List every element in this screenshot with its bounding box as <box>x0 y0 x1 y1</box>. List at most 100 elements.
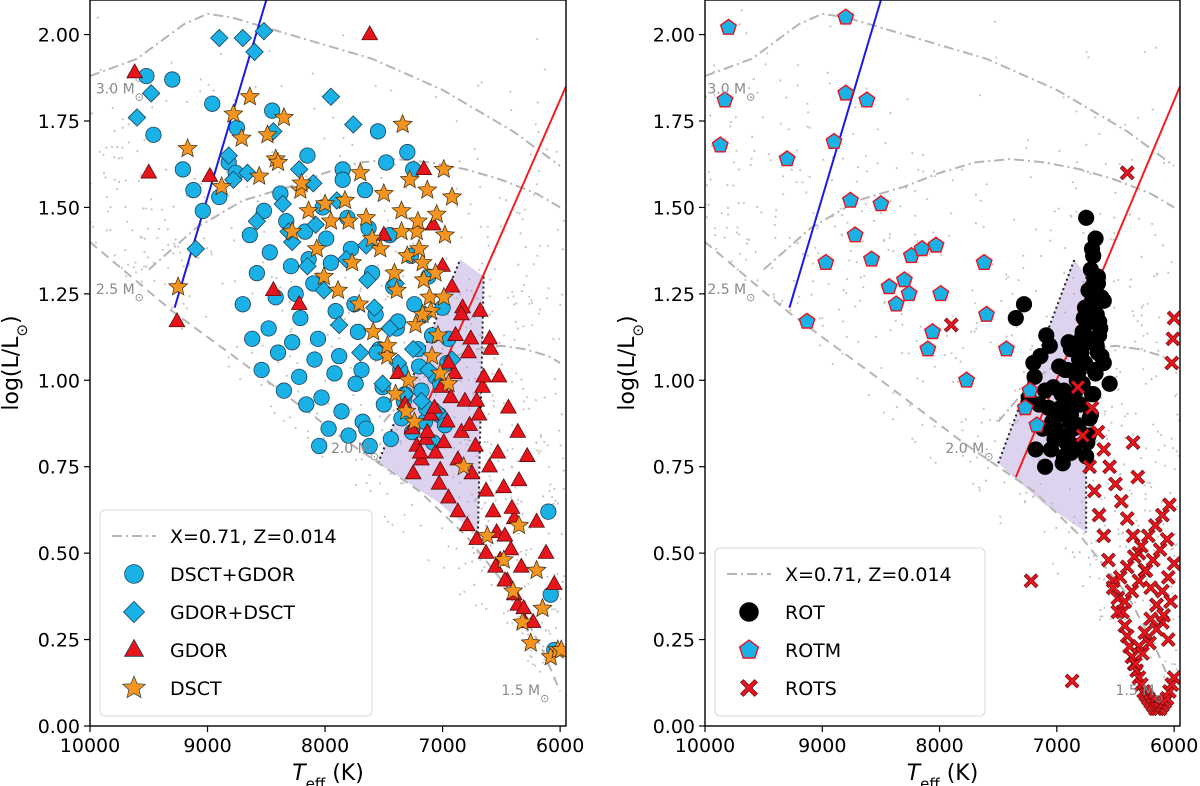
field-star-dot <box>515 372 518 375</box>
data-point <box>872 195 890 212</box>
field-star-dot <box>828 82 832 85</box>
field-star-dot <box>311 72 314 75</box>
field-star-dot <box>1049 229 1052 232</box>
field-star-dot <box>455 547 458 550</box>
field-star-dot <box>894 319 897 322</box>
data-point <box>384 262 405 282</box>
field-star-dot <box>534 664 537 667</box>
field-star-dot <box>991 263 994 266</box>
data-point <box>719 18 738 35</box>
y-tick-label: 0.75 <box>653 457 695 479</box>
field-star-dot <box>1129 278 1132 281</box>
evolution-track <box>762 158 1175 271</box>
data-point <box>1055 448 1072 465</box>
data-point <box>1119 511 1135 526</box>
field-star-dot <box>914 214 917 217</box>
data-point <box>913 239 931 257</box>
field-star-dot <box>1069 214 1072 217</box>
field-star-dot <box>469 203 472 206</box>
data-point <box>365 298 384 317</box>
field-star-dot <box>494 499 497 502</box>
field-star-dot <box>402 482 405 485</box>
field-star-dot <box>1024 499 1027 503</box>
field-star-dot <box>167 267 170 270</box>
data-point <box>778 150 796 167</box>
field-star-dot <box>170 61 173 64</box>
field-star-dot <box>165 100 168 103</box>
data-point <box>520 632 541 652</box>
data-point <box>817 253 835 270</box>
field-star-dot <box>795 149 799 152</box>
field-star-dot <box>1170 437 1173 440</box>
field-star-dot <box>1072 521 1075 525</box>
field-star-dot <box>465 326 468 329</box>
field-star-dot <box>118 180 121 183</box>
field-star-dot <box>751 135 754 138</box>
field-star-dot <box>1053 210 1056 213</box>
data-point <box>489 443 507 459</box>
field-star-dot <box>513 338 516 341</box>
field-star-dot <box>546 575 549 579</box>
field-star-dot <box>1174 578 1177 581</box>
field-star-dot <box>1118 473 1121 476</box>
field-star-dot <box>387 520 390 524</box>
field-star-dot <box>563 575 566 578</box>
field-star-dot <box>980 421 983 424</box>
field-star-dot <box>338 154 341 157</box>
y-tick-label: 1.50 <box>653 197 695 219</box>
field-star-dot <box>1100 498 1103 501</box>
data-point <box>481 329 499 345</box>
field-star-dot <box>491 310 494 313</box>
field-star-dot <box>537 452 540 455</box>
field-star-dot <box>471 493 474 496</box>
field-star-dot <box>528 295 531 298</box>
field-star-dot <box>172 252 175 255</box>
field-star-dot <box>841 320 845 323</box>
field-star-dot <box>510 496 513 499</box>
field-star-dot <box>469 439 472 442</box>
data-point <box>1166 556 1180 571</box>
field-star-dot <box>1119 370 1122 373</box>
x-tick-label: 6000 <box>1150 735 1198 757</box>
data-point <box>837 8 855 25</box>
field-star-dot <box>538 308 541 311</box>
field-star-dot <box>888 236 891 239</box>
data-point <box>923 322 942 340</box>
data-point <box>943 317 959 333</box>
field-star-dot <box>1140 306 1143 309</box>
field-star-dot <box>1149 604 1152 607</box>
field-star-dot <box>261 344 264 347</box>
field-star-dot <box>170 306 174 309</box>
field-star-dot <box>1071 181 1075 184</box>
field-star-dot <box>1149 611 1152 614</box>
field-star-dot <box>197 256 200 259</box>
data-point <box>508 514 530 535</box>
field-star-dot <box>359 287 362 290</box>
field-star-dot <box>491 372 494 375</box>
mass-track-label: 1.5 M⊙ <box>1115 683 1163 705</box>
field-star-dot <box>1115 568 1118 571</box>
data-point <box>445 363 463 379</box>
data-point <box>141 84 161 103</box>
data-point <box>846 226 864 243</box>
field-star-dot <box>536 254 539 257</box>
blue-edge-line <box>788 0 882 308</box>
data-point <box>291 368 308 385</box>
y-tick-label: 1.75 <box>38 111 80 133</box>
field-star-dot <box>342 34 345 37</box>
y-tick-label: 0.00 <box>653 716 695 738</box>
field-star-dot <box>1151 222 1154 225</box>
data-point <box>257 124 278 144</box>
data-point <box>369 123 387 140</box>
field-star-dot <box>514 320 517 324</box>
field-star-dot <box>1012 473 1015 477</box>
field-star-dot <box>297 390 300 393</box>
field-star-dot <box>445 257 448 260</box>
field-star-dot <box>473 583 476 587</box>
field-star-dot <box>773 296 776 299</box>
field-star-dot <box>714 234 717 237</box>
field-star-dot <box>1035 228 1038 231</box>
field-star-dot <box>801 253 805 256</box>
field-star-dot <box>541 661 545 664</box>
field-star-dot <box>210 253 213 256</box>
